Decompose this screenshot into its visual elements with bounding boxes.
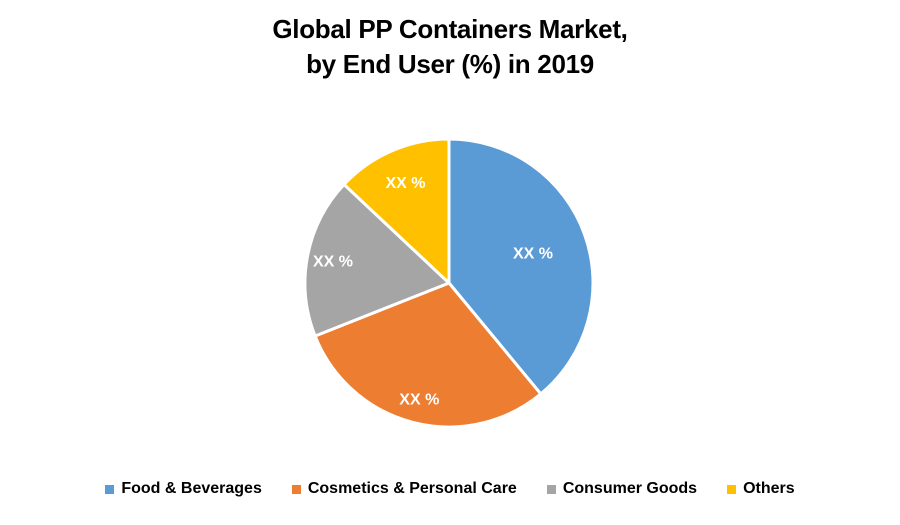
pie-label-cosmetics-personal-care: XX % [399,391,439,408]
pie-slice-cosmetics-personal-care [313,281,543,429]
pie-label-consumer-goods: XX % [313,254,353,271]
pie-label-others: XX % [385,175,425,192]
legend-item-cosmetics-personal-care: Cosmetics & Personal Care [291,480,517,498]
pie-label-food-beverages: XX % [513,245,553,262]
chart-title: Global PP Containers Market, by End User… [0,12,900,82]
legend-swatch-consumer-goods [546,484,556,494]
pie-slice-consumer-goods [303,182,451,338]
chart-title-line1: Global PP Containers Market, [272,14,628,44]
legend-item-others: Others [727,480,795,498]
chart-title-line2: by End User (%) in 2019 [306,49,594,79]
legend: Food & Beverages Cosmetics & Personal Ca… [0,480,900,498]
legend-item-consumer-goods: Consumer Goods [546,480,698,498]
legend-swatch-others [727,484,737,494]
pie-slice-others [342,137,451,285]
legend-swatch-cosmetics-personal-care [291,484,301,494]
legend-label-cosmetics-personal-care: Cosmetics & Personal Care [307,480,517,497]
legend-item-food-beverages: Food & Beverages [105,480,262,498]
legend-label-others: Others [743,480,795,497]
pie-slice-food-beverages [447,137,595,396]
legend-label-consumer-goods: Consumer Goods [562,480,698,497]
legend-label-food-beverages: Food & Beverages [121,480,262,497]
legend-swatch-food-beverages [105,484,115,494]
